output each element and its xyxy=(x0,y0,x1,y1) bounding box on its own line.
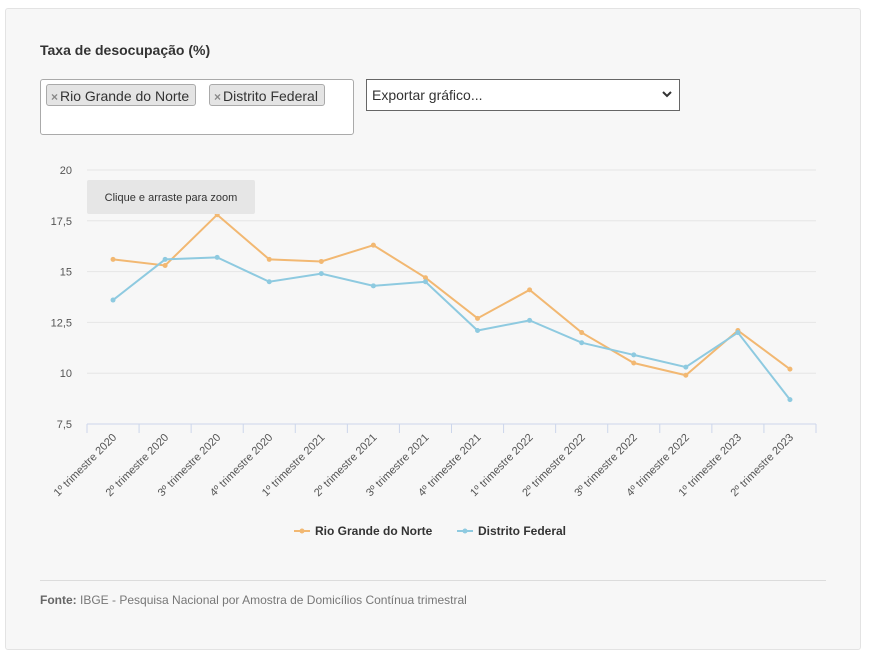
region-tag-distrito-federal: × Distrito Federal xyxy=(209,84,325,106)
data-point[interactable] xyxy=(370,242,376,248)
export-chart-select[interactable]: Exportar gráfico... xyxy=(366,79,680,111)
data-point[interactable] xyxy=(318,258,324,264)
zoom-hint-text: Clique e arraste para zoom xyxy=(105,192,238,204)
source-text: IBGE - Pesquisa Nacional por Amostra de … xyxy=(80,593,467,607)
data-point[interactable] xyxy=(579,340,585,346)
region-tag-label: Distrito Federal xyxy=(223,88,318,104)
data-point[interactable] xyxy=(579,330,585,336)
remove-tag-icon[interactable]: × xyxy=(51,90,59,104)
legend: Rio Grande do Norte Distrito Federal xyxy=(294,524,566,538)
data-point[interactable] xyxy=(735,330,741,336)
legend-label[interactable]: Rio Grande do Norte xyxy=(315,524,433,538)
y-tick-label: 7,5 xyxy=(57,419,72,431)
y-tick-label: 17,5 xyxy=(51,216,72,228)
data-point[interactable] xyxy=(266,256,272,262)
data-point[interactable] xyxy=(422,279,428,285)
data-point[interactable] xyxy=(787,397,793,403)
data-point[interactable] xyxy=(527,317,533,323)
region-tag-label: Rio Grande do Norte xyxy=(60,88,190,104)
y-tick-label: 15 xyxy=(60,267,72,279)
legend-label[interactable]: Distrito Federal xyxy=(478,524,566,538)
series-line xyxy=(112,256,791,401)
data-point[interactable] xyxy=(110,256,116,262)
y-axis-ticks: 7,5 10 12,5 15 17,5 20 xyxy=(51,165,72,431)
data-point[interactable] xyxy=(318,271,324,277)
chart-title: Taxa de desocupação (%) xyxy=(40,42,211,58)
zoom-hint: Clique e arraste para zoom xyxy=(87,180,255,214)
y-tick-label: 10 xyxy=(60,368,72,380)
data-point[interactable] xyxy=(162,256,168,262)
remove-tag-icon[interactable]: × xyxy=(214,90,222,104)
series-group xyxy=(110,212,793,403)
data-point[interactable] xyxy=(370,283,376,289)
divider xyxy=(40,580,826,581)
data-point[interactable] xyxy=(683,372,689,378)
data-point[interactable] xyxy=(475,328,481,334)
region-tag-rio-grande-do-norte: × Rio Grande do Norte xyxy=(46,84,197,106)
y-tick-label: 12,5 xyxy=(51,317,72,329)
data-point[interactable] xyxy=(214,254,220,260)
data-point[interactable] xyxy=(110,297,116,303)
chevron-down-icon xyxy=(661,80,673,121)
legend-marker xyxy=(299,528,305,534)
legend-marker xyxy=(462,528,468,534)
grid-lines xyxy=(87,169,816,374)
y-tick-label: 20 xyxy=(60,165,72,177)
data-point[interactable] xyxy=(266,279,272,285)
data-point[interactable] xyxy=(787,366,793,372)
export-select-value: Exportar gráfico... xyxy=(372,87,483,103)
region-multiselect[interactable]: × Rio Grande do Norte × Distrito Federal xyxy=(40,79,354,135)
source-label: Fonte: xyxy=(40,593,77,607)
data-point[interactable] xyxy=(475,315,481,321)
data-point[interactable] xyxy=(422,275,428,281)
series-line xyxy=(112,213,791,377)
data-point[interactable] xyxy=(631,352,637,358)
data-point[interactable] xyxy=(162,263,168,269)
data-point[interactable] xyxy=(527,287,533,293)
data-point[interactable] xyxy=(683,364,689,370)
source-note: Fonte: IBGE - Pesquisa Nacional por Amos… xyxy=(40,593,467,607)
data-point[interactable] xyxy=(631,360,637,366)
